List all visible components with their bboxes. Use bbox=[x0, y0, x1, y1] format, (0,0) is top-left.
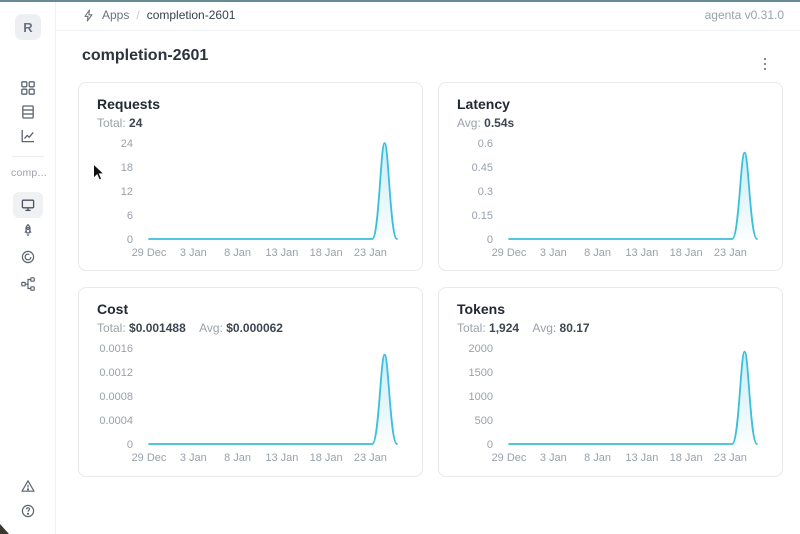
svg-text:29 Dec: 29 Dec bbox=[132, 247, 167, 259]
observability-dial-icon[interactable] bbox=[20, 249, 36, 265]
apps-grid-icon[interactable] bbox=[20, 80, 36, 96]
bolt-icon bbox=[82, 8, 95, 22]
svg-text:0.15: 0.15 bbox=[472, 210, 493, 222]
card-title: Requests bbox=[97, 96, 161, 112]
svg-text:3 Jan: 3 Jan bbox=[540, 247, 567, 259]
card-stats: Avg: 0.54s bbox=[457, 116, 515, 130]
svg-text:23 Jan: 23 Jan bbox=[354, 452, 387, 464]
endpoints-tree-icon[interactable] bbox=[20, 276, 36, 292]
svg-text:1000: 1000 bbox=[469, 391, 493, 403]
card-stats: Total: $0.001488 Avg: $0.000062 bbox=[97, 321, 283, 335]
svg-text:500: 500 bbox=[475, 415, 493, 427]
kebab-menu-icon[interactable] bbox=[756, 54, 774, 74]
playground-rocket-icon[interactable] bbox=[20, 223, 36, 239]
workspace-label: comp... bbox=[11, 167, 47, 179]
breadcrumb-apps-link[interactable]: Apps bbox=[102, 8, 130, 22]
svg-text:3 Jan: 3 Jan bbox=[180, 247, 207, 259]
svg-text:29 Dec: 29 Dec bbox=[492, 247, 527, 259]
svg-text:0.0016: 0.0016 bbox=[99, 343, 133, 355]
svg-text:12: 12 bbox=[121, 186, 133, 198]
svg-text:29 Dec: 29 Dec bbox=[132, 452, 167, 464]
svg-text:24: 24 bbox=[121, 138, 133, 150]
svg-text:18 Jan: 18 Jan bbox=[670, 247, 703, 259]
cost-chart: 0.0016 0.0012 0.0008 0.0004 029 Dec 3 Jan 8 Ja… bbox=[99, 343, 398, 464]
tokens-card: Tokens Total: 1,924 Avg: 80.17 2000 1500 1… bbox=[438, 287, 783, 477]
requests-card: Requests Total: 24 24 18 12 6 0 29 Dec 3 Jan 8 … bbox=[78, 82, 423, 271]
sidebar-divider bbox=[12, 156, 44, 157]
svg-text:0.0004: 0.0004 bbox=[99, 415, 133, 427]
svg-text:18 Jan: 18 Jan bbox=[670, 452, 703, 464]
svg-text:0.0008: 0.0008 bbox=[99, 391, 133, 403]
breadcrumb: Apps / completion-2601 bbox=[82, 8, 235, 22]
svg-text:8 Jan: 8 Jan bbox=[584, 247, 611, 259]
main-area: Apps / completion-2601 agenta v0.31.0 co… bbox=[56, 0, 800, 534]
svg-text:23 Jan: 23 Jan bbox=[714, 452, 747, 464]
card-title: Tokens bbox=[457, 301, 505, 317]
svg-text:0: 0 bbox=[127, 234, 133, 246]
svg-text:0: 0 bbox=[487, 439, 493, 451]
page-title: completion-2601 bbox=[82, 47, 209, 64]
overview-monitor-icon[interactable] bbox=[13, 192, 43, 218]
svg-text:3 Jan: 3 Jan bbox=[180, 452, 207, 464]
card-title: Cost bbox=[97, 301, 129, 317]
svg-text:3 Jan: 3 Jan bbox=[540, 452, 567, 464]
svg-text:8 Jan: 8 Jan bbox=[224, 452, 251, 464]
testsets-rows-icon[interactable] bbox=[20, 104, 36, 120]
evaluations-chart-icon[interactable] bbox=[20, 128, 36, 144]
svg-text:0.3: 0.3 bbox=[478, 186, 493, 198]
breadcrumb-current: completion-2601 bbox=[146, 8, 236, 22]
alerts-triangle-icon[interactable] bbox=[20, 478, 36, 494]
card-title: Latency bbox=[457, 96, 510, 112]
sidebar: R comp... bbox=[0, 0, 56, 534]
avatar[interactable]: R bbox=[15, 14, 41, 40]
svg-text:0.45: 0.45 bbox=[472, 162, 493, 174]
screen-corner-artifact bbox=[0, 524, 9, 534]
svg-text:13 Jan: 13 Jan bbox=[265, 247, 298, 259]
breadcrumb-separator: / bbox=[136, 8, 140, 22]
svg-text:0: 0 bbox=[487, 234, 493, 246]
svg-text:13 Jan: 13 Jan bbox=[625, 247, 658, 259]
svg-text:18 Jan: 18 Jan bbox=[310, 452, 343, 464]
tokens-chart: 2000 1500 1000 500 029 Dec 3 Jan 8 Jan 13 Jan 18… bbox=[469, 343, 758, 464]
svg-text:23 Jan: 23 Jan bbox=[714, 247, 747, 259]
cost-card: Cost Total: $0.001488 Avg: $0.000062 0.0… bbox=[78, 287, 423, 477]
svg-text:8 Jan: 8 Jan bbox=[584, 452, 611, 464]
svg-text:1500: 1500 bbox=[469, 367, 493, 379]
svg-text:0.6: 0.6 bbox=[478, 138, 493, 150]
svg-text:0.0012: 0.0012 bbox=[99, 367, 133, 379]
latency-card: Latency Avg: 0.54s 0.6 0.45 0.3 0.15 0 29 Dec… bbox=[438, 82, 783, 271]
metric-cards-grid: Requests Total: 24 24 18 12 6 0 29 Dec 3 Jan 8 … bbox=[78, 82, 783, 477]
svg-text:13 Jan: 13 Jan bbox=[265, 452, 298, 464]
version-label: agenta v0.31.0 bbox=[704, 8, 784, 22]
svg-text:0: 0 bbox=[127, 439, 133, 451]
svg-text:23 Jan: 23 Jan bbox=[354, 247, 387, 259]
svg-text:18: 18 bbox=[121, 162, 133, 174]
requests-chart: 24 18 12 6 029 Dec 3 Jan 8 Jan 13 Jan 18 Jan 23 J… bbox=[121, 138, 398, 259]
card-stats: Total: 1,924 Avg: 80.17 bbox=[457, 321, 590, 335]
help-icon[interactable] bbox=[20, 503, 36, 519]
svg-text:29 Dec: 29 Dec bbox=[492, 452, 527, 464]
svg-text:8 Jan: 8 Jan bbox=[224, 247, 251, 259]
svg-text:13 Jan: 13 Jan bbox=[625, 452, 658, 464]
card-stats: Total: 24 bbox=[97, 116, 143, 130]
svg-text:2000: 2000 bbox=[469, 343, 493, 355]
latency-chart: 0.6 0.45 0.3 0.15 029 Dec 3 Jan 8 Jan 13 Jan 18 … bbox=[472, 138, 758, 259]
window-top-edge bbox=[0, 0, 800, 2]
svg-text:18 Jan: 18 Jan bbox=[310, 247, 343, 259]
svg-text:6: 6 bbox=[127, 210, 133, 222]
top-header: Apps / completion-2601 agenta v0.31.0 bbox=[56, 0, 800, 31]
